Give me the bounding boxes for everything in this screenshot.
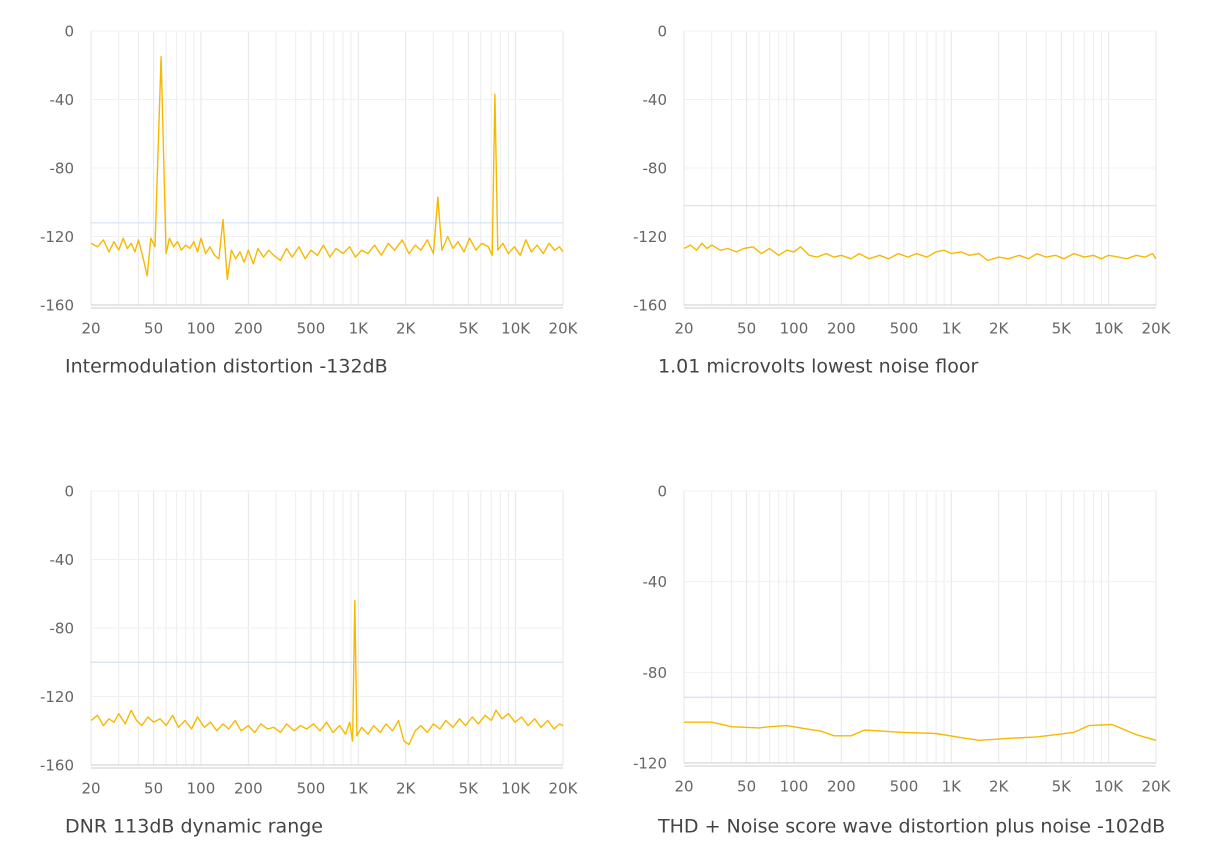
x-tick-label: 50 [737, 778, 756, 796]
x-tick-label: 1K [942, 320, 963, 338]
x-tick-label: 10K [501, 780, 531, 798]
x-tick-label: 200 [234, 780, 263, 798]
x-tick-label: 50 [737, 320, 756, 338]
y-tick-label: -160 [40, 757, 74, 775]
x-tick-label: 500 [890, 320, 919, 338]
x-tick-label: 1K [349, 780, 370, 798]
x-tick-label: 10K [1094, 320, 1124, 338]
x-tick-label: 20K [1142, 320, 1172, 338]
x-tick-label: 20 [81, 780, 100, 798]
y-tick-label: -80 [643, 664, 668, 682]
x-tick-label: 1K [349, 320, 370, 338]
y-tick-label: -160 [40, 297, 74, 315]
x-tick-label: 5K [459, 320, 480, 338]
x-tick-label: 20K [1142, 778, 1172, 796]
x-tick-label: 20 [674, 778, 693, 796]
y-tick-label: -120 [40, 688, 74, 706]
y-tick-label: -40 [643, 573, 668, 591]
data-line [684, 721, 1157, 741]
y-tick-label: 0 [64, 483, 74, 501]
x-tick-label: 500 [890, 778, 919, 796]
chart-title: Intermodulation distortion -132dB [65, 356, 388, 378]
x-tick-label: 2K [989, 778, 1010, 796]
data-line [90, 599, 564, 746]
y-tick-label: -40 [50, 91, 75, 109]
x-tick-label: 100 [780, 778, 809, 796]
x-tick-label: 100 [187, 780, 216, 798]
x-tick-label: 10K [501, 320, 531, 338]
y-tick-label: -40 [50, 551, 75, 569]
x-tick-label: 2K [396, 320, 417, 338]
x-tick-label: 10K [1094, 778, 1124, 796]
x-tick-label: 5K [1052, 320, 1073, 338]
x-tick-label: 200 [234, 320, 263, 338]
x-tick-label: 500 [297, 780, 326, 798]
x-tick-label: 100 [187, 320, 216, 338]
x-tick-label: 2K [989, 320, 1010, 338]
chart-title: DNR 113dB dynamic range [65, 816, 323, 838]
x-tick-label: 1K [942, 778, 963, 796]
x-tick-label: 5K [459, 780, 480, 798]
x-tick-label: 100 [780, 320, 809, 338]
y-tick-label: -160 [633, 297, 667, 315]
x-tick-label: 50 [144, 320, 163, 338]
data-line [90, 56, 564, 280]
y-tick-label: 0 [657, 23, 667, 41]
y-tick-label: -80 [50, 620, 75, 638]
data-line [683, 242, 1157, 262]
y-tick-label: -80 [643, 160, 668, 178]
y-tick-label: -120 [633, 228, 667, 246]
x-tick-label: 500 [297, 320, 326, 338]
x-tick-label: 20K [549, 320, 579, 338]
y-tick-label: -80 [50, 160, 75, 178]
x-tick-label: 200 [827, 320, 856, 338]
y-tick-label: 0 [64, 23, 74, 41]
y-tick-label: 0 [657, 483, 667, 501]
x-tick-label: 200 [827, 778, 856, 796]
x-tick-label: 20K [549, 780, 579, 798]
x-tick-label: 20 [81, 320, 100, 338]
x-tick-label: 5K [1052, 778, 1073, 796]
x-tick-label: 50 [144, 780, 163, 798]
chart-title: 1.01 microvolts lowest noise floor [658, 356, 978, 378]
y-tick-label: -40 [643, 91, 668, 109]
chart-title: THD + Noise score wave distortion plus n… [657, 816, 1165, 838]
y-tick-label: -120 [40, 228, 74, 246]
y-tick-label: -120 [633, 755, 667, 773]
x-tick-label: 20 [674, 320, 693, 338]
x-tick-label: 2K [396, 780, 417, 798]
